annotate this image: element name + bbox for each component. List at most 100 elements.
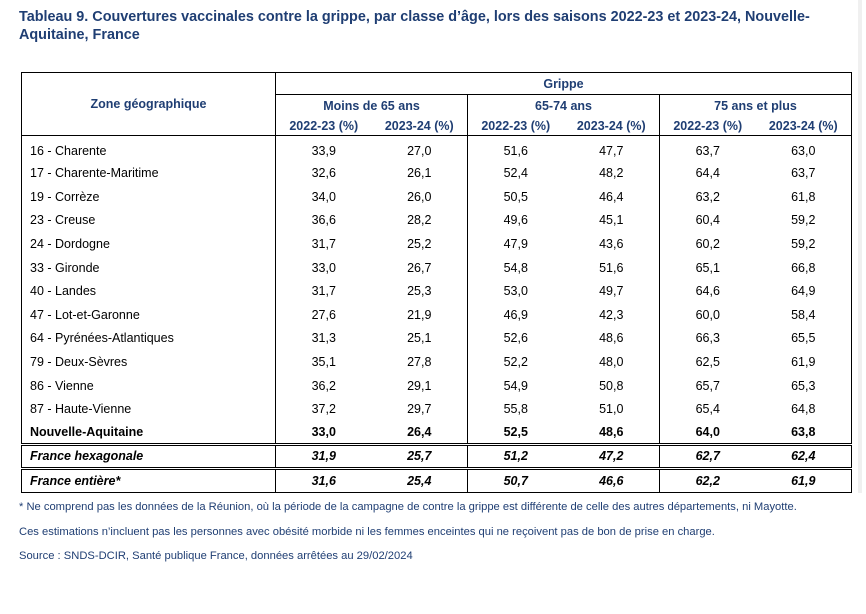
estimation-note: Ces estimations n’incluent pas les perso… [19,525,715,538]
table-row: 16 - Charente 33,9 27,0 51,6 47,7 63,7 63,0 [22,135,852,162]
value-cell: 51,6 [467,135,564,162]
value-cell: 27,8 [407,355,432,370]
value-cell: 26,0 [407,189,432,204]
value-cell: 29,7 [407,402,432,417]
footnote: * Ne comprend pas les données de la Réun… [19,501,797,513]
table-row: 86 - Vienne 36,2 29,1 54,9 50,8 65,7 65,3 [22,373,852,398]
value-cell: 64,0 [659,421,756,445]
value-cell: 62,2 [659,466,756,493]
zone-cell: 64 - Pyrénées-Atlantiques [30,331,174,346]
value-cell: 35,1 [275,350,372,374]
value-cell: 63,0 [791,144,816,159]
value-cell: 60,2 [659,232,756,256]
value-cell: 29,1 [407,378,432,393]
table-row: 17 - Charente-Maritime 32,6 26,1 52,4 48,2 64… [22,161,852,186]
value-cell: 63,7 [659,135,756,162]
value-cell: 31,7 [275,232,372,256]
value-cell: 52,6 [467,326,564,351]
zone-cell: France entière* [21,466,276,493]
table-row: Nouvelle-Aquitaine 33,0 26,4 52,5 48,6 64,0 63… [22,421,852,445]
value-cell: 26,7 [407,260,432,275]
value-cell: 46,6 [563,466,660,493]
notes-section: * Ne comprend pas les données de la Réun… [19,500,849,574]
value-cell: 43,6 [599,237,624,252]
zone-cell: 33 - Gironde [30,260,100,275]
age-group-header: 65-74 ans [467,94,660,117]
value-cell: 25,4 [371,466,468,493]
value-cell: 54,8 [467,255,564,280]
value-cell: 49,6 [467,208,564,233]
table-body: 16 - Charente 33,9 27,0 51,6 47,7 63,7 63,0 17 … [21,135,852,493]
value-cell: 66,8 [791,260,816,275]
zone-cell: 23 - Creuse [30,213,96,228]
value-cell: 65,7 [659,373,756,398]
value-cell: 48,6 [599,424,624,439]
value-cell: 60,0 [659,303,756,327]
value-cell: 62,5 [659,350,756,374]
zone-cell: 17 - Charente-Maritime [30,166,159,181]
vaccination-table: Zone géographique Grippe Moins de 65 ans… [21,72,852,493]
value-cell: 61,9 [791,355,816,370]
value-cell: 51,2 [467,442,564,469]
table-row: 79 - Deux-Sèvres 35,1 27,8 52,2 48,0 62,5 61,9 [22,350,852,374]
value-cell: 31,7 [275,279,372,304]
table-row: 33 - Gironde 33,0 26,7 54,8 51,6 65,1 66,8 [22,255,852,280]
value-cell: 36,2 [275,373,372,398]
value-cell: 48,2 [599,166,624,181]
value-cell: 65,1 [659,255,756,280]
zone-cell: 24 - Dordogne [30,237,110,252]
value-cell: 55,8 [467,397,564,422]
value-cell: 28,2 [407,213,432,228]
value-cell: 26,1 [407,166,432,181]
value-cell: 63,7 [791,166,816,181]
value-cell: 36,6 [275,208,372,233]
value-cell: 48,0 [599,355,624,370]
value-cell: 61,8 [791,189,816,204]
zone-cell: 87 - Haute-Vienne [30,402,132,417]
value-cell: 59,2 [791,237,816,252]
season-header: 2022-23 (%) [467,116,564,136]
value-cell: 58,4 [791,307,816,322]
value-cell: 25,1 [407,331,432,346]
value-cell: 31,6 [275,466,372,493]
value-cell: 25,3 [407,284,432,299]
value-cell: 37,2 [275,397,372,422]
value-cell: 54,9 [467,373,564,398]
season-header: 2022-23 (%) [275,116,372,136]
age-group-header: 75 ans et plus [659,94,852,117]
value-cell: 59,2 [791,213,816,228]
value-cell: 31,9 [275,442,372,469]
page-edge-shadow [858,0,862,493]
zone-cell: Nouvelle-Aquitaine [30,424,144,439]
value-cell: 51,0 [599,402,624,417]
value-cell: 63,2 [659,185,756,209]
age-group-header: Moins de 65 ans [275,94,468,117]
value-cell: 33,9 [275,135,372,162]
value-cell: 52,4 [467,161,564,186]
value-cell: 26,4 [407,424,432,439]
table-row: 19 - Corrèze 34,0 26,0 50,5 46,4 63,2 61,8 [22,185,852,209]
value-cell: 27,0 [407,144,432,159]
value-cell: 21,9 [407,307,432,322]
zone-cell: 19 - Corrèze [30,189,100,204]
value-cell: 34,0 [275,185,372,209]
table-row: France entière* 31,6 25,4 50,7 46,6 62,2 61,9 [21,466,852,493]
value-cell: 51,6 [599,260,624,275]
value-cell: 63,8 [791,424,816,439]
season-header: 2022-23 (%) [659,116,756,136]
value-cell: 27,6 [275,303,372,327]
value-cell: 64,9 [791,284,816,299]
value-cell: 25,7 [371,442,468,469]
zone-cell: 47 - Lot-et-Garonne [30,307,140,322]
value-cell: 52,5 [467,421,564,445]
grippe-header: Grippe [275,72,852,95]
value-cell: 50,5 [467,185,564,209]
season-header: 2023-24 (%) [371,116,468,136]
zone-cell: 16 - Charente [30,144,107,159]
value-cell: 47,7 [599,144,624,159]
zone-header: Zone géographique [21,72,276,136]
value-cell: 48,6 [599,331,624,346]
table-row: 64 - Pyrénées-Atlantiques 31,3 25,1 52,6 48,… [22,326,852,351]
value-cell: 50,7 [467,466,564,493]
zone-cell: 86 - Vienne [30,378,94,393]
